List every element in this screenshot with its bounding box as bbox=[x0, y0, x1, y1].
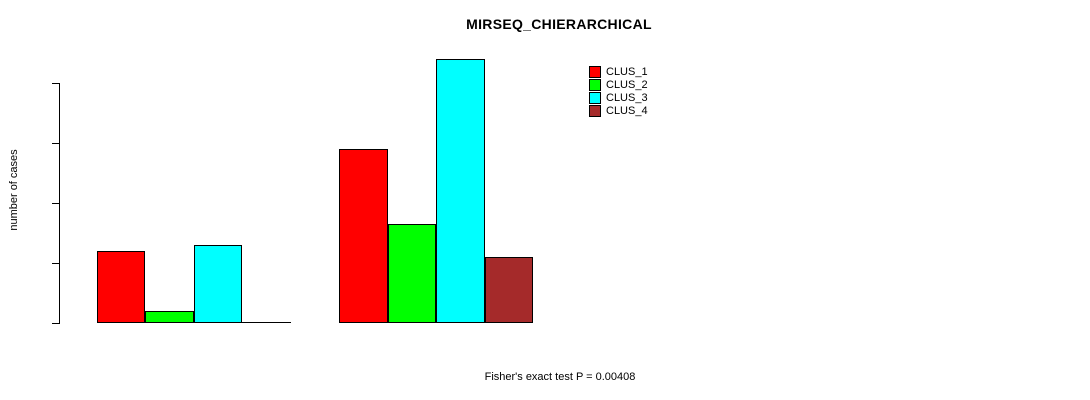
bar-clus_3-group2 bbox=[436, 59, 485, 323]
y-tick-mark bbox=[52, 203, 59, 204]
bar-clus_4-group1-zero bbox=[242, 322, 291, 323]
y-axis-title: number of cases bbox=[8, 149, 20, 231]
chart-title: MIRSEQ_CHIERARCHICAL bbox=[466, 16, 652, 32]
y-tick-mark bbox=[52, 323, 59, 324]
fisher-test-annotation: Fisher's exact test P = 0.00408 bbox=[484, 371, 636, 383]
legend-label: CLUS_1 bbox=[606, 66, 648, 79]
bar-clus_1-group1 bbox=[96, 251, 145, 323]
y-tick-mark bbox=[52, 263, 59, 264]
legend-label: CLUS_4 bbox=[606, 105, 648, 118]
legend-item-clus_4: CLUS_4 bbox=[589, 105, 648, 118]
legend-swatch-clus_4 bbox=[589, 105, 601, 118]
legend-item-clus_1: CLUS_1 bbox=[589, 66, 648, 79]
legend-swatch-clus_1 bbox=[589, 66, 601, 79]
legend-item-clus_2: CLUS_2 bbox=[589, 79, 648, 92]
bar-clus_4-group2 bbox=[484, 257, 533, 323]
legend-item-clus_3: CLUS_3 bbox=[589, 92, 648, 105]
legend-label: CLUS_3 bbox=[606, 92, 648, 105]
legend-swatch-clus_3 bbox=[589, 92, 601, 105]
legend: CLUS_1 CLUS_2 CLUS_3 CLUS_4 bbox=[589, 66, 648, 118]
y-tick-mark bbox=[52, 143, 59, 144]
y-axis-line bbox=[59, 83, 60, 324]
bar-clus_1-group2 bbox=[339, 149, 388, 323]
bar-clus_3-group1 bbox=[193, 245, 242, 323]
bar-clus_2-group1 bbox=[145, 311, 194, 323]
legend-label: CLUS_2 bbox=[606, 79, 648, 92]
y-tick-mark bbox=[52, 83, 59, 84]
bar-clus_2-group2 bbox=[387, 224, 436, 323]
legend-swatch-clus_2 bbox=[589, 79, 601, 92]
